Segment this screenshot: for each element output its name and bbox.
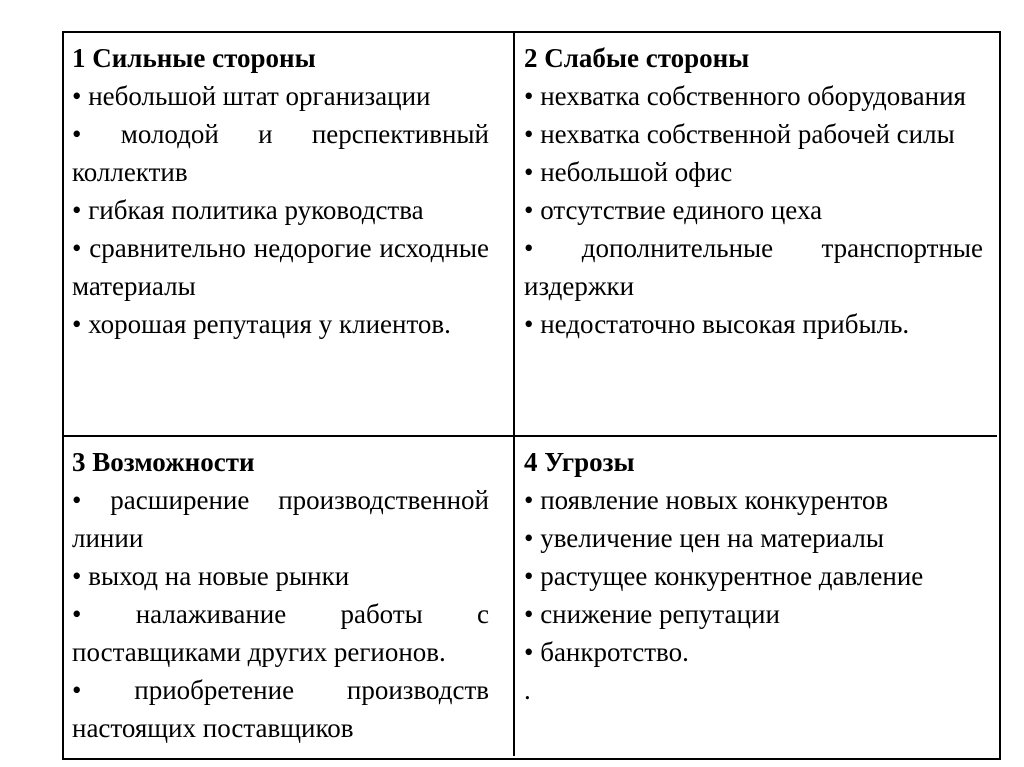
- weaknesses-item: • недостаточно высокая прибыль.: [524, 309, 910, 339]
- threats-title: 4 Угрозы: [524, 447, 635, 477]
- strengths-title: 1 Сильные стороны: [72, 43, 316, 73]
- threats-item: • появление новых конкурентов: [524, 485, 889, 515]
- threats-item: • снижение репутации: [524, 599, 780, 629]
- weaknesses-item: • нехватка собственного оборудования: [524, 81, 966, 111]
- opportunities-title: 3 Возможности: [72, 447, 255, 477]
- weaknesses-title: 2 Слабые стороны: [524, 43, 750, 73]
- threats-item: • банкротство.: [524, 637, 689, 667]
- swot-table: 1 Сильные стороны • небольшой штат орган…: [62, 31, 1001, 760]
- swot-cell-weaknesses: 2 Слабые стороны • нехватка собственного…: [515, 33, 997, 437]
- strengths-item: • хорошая репутация у клиентов.: [72, 309, 451, 339]
- swot-cell-opportunities: 3 Возможности • расширение производствен…: [64, 437, 515, 756]
- threats-item: • увеличение цен на материалы: [524, 523, 884, 553]
- opportunities-item: • выход на новые рынки: [72, 561, 350, 591]
- threats-item: .: [524, 675, 531, 705]
- weaknesses-item: • нехватка собственной рабочей силы: [524, 119, 955, 149]
- swot-cell-threats: 4 Угрозы • появление новых конкурентов •…: [515, 437, 997, 756]
- strengths-item: • сравнительно недорогие исходные матери…: [72, 233, 489, 301]
- opportunities-item: • налаживание работы с поставщиками друг…: [72, 599, 489, 667]
- weaknesses-item: • отсутствие единого цеха: [524, 195, 823, 225]
- opportunities-item: • расширение производственной линии: [72, 485, 489, 553]
- opportunities-item: • приобретение производств настоящих пос…: [72, 675, 489, 743]
- strengths-item: • молодой и перспективный коллектив: [72, 119, 489, 187]
- strengths-item: • гибкая политика руководства: [72, 195, 424, 225]
- strengths-item: • небольшой штат организации: [72, 81, 431, 111]
- swot-cell-strengths: 1 Сильные стороны • небольшой штат орган…: [64, 33, 515, 437]
- weaknesses-item: • небольшой офис: [524, 157, 733, 187]
- weaknesses-item: • дополнительные транспортные издержки: [524, 233, 983, 301]
- threats-item: • растущее конкурентное давление: [524, 561, 924, 591]
